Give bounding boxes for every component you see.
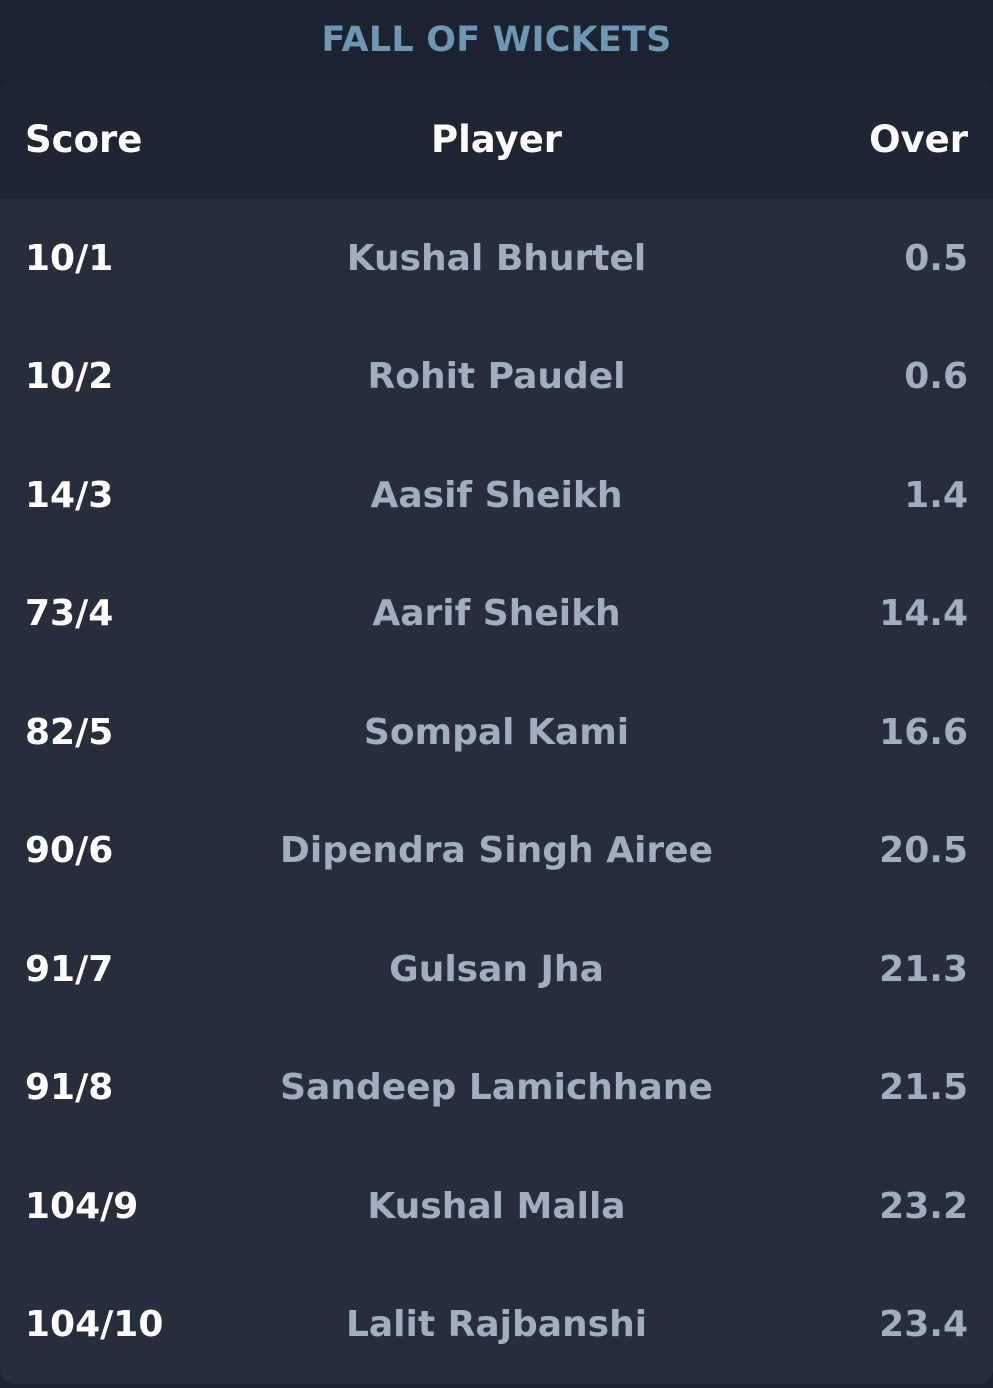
player-cell: Kushal Bhurtel xyxy=(346,237,647,279)
score-cell: 73/4 xyxy=(25,593,114,635)
player-cell: Rohit Paudel xyxy=(367,356,626,398)
table-row: 73/4 Aarif Sheikh 14.4 xyxy=(0,555,993,674)
header-player: Player xyxy=(430,118,563,161)
score-cell: 10/2 xyxy=(25,356,114,398)
score-cell: 104/10 xyxy=(25,1304,164,1346)
fall-of-wickets-table: Score Player Over 10/1 Kushal Bhurtel 0.… xyxy=(0,80,993,1384)
header-over: Over xyxy=(869,118,968,161)
player-cell: Aarif Sheikh xyxy=(372,593,621,635)
table-row: 10/2 Rohit Paudel 0.6 xyxy=(0,318,993,437)
score-cell: 82/5 xyxy=(25,711,114,753)
table-row: 90/6 Dipendra Singh Airee 20.5 xyxy=(0,792,993,911)
table-row: 91/8 Sandeep Lamichhane 21.5 xyxy=(0,1029,993,1148)
over-cell: 20.5 xyxy=(879,830,968,872)
player-cell: Sandeep Lamichhane xyxy=(280,1067,713,1109)
fall-of-wickets-title: FALL OF WICKETS xyxy=(321,20,672,60)
score-cell: 90/6 xyxy=(25,830,114,872)
score-cell: 14/3 xyxy=(25,474,114,516)
table-row: 91/7 Gulsan Jha 21.3 xyxy=(0,910,993,1029)
over-cell: 16.6 xyxy=(879,711,968,753)
table-row: 10/1 Kushal Bhurtel 0.5 xyxy=(0,199,993,318)
player-cell: Gulsan Jha xyxy=(389,948,604,990)
player-cell: Lalit Rajbanshi xyxy=(345,1304,648,1346)
player-cell: Sompal Kami xyxy=(363,711,630,753)
table-row: 104/10 Lalit Rajbanshi 23.4 xyxy=(0,1266,993,1385)
over-cell: 23.2 xyxy=(879,1185,968,1227)
player-cell: Aasif Sheikh xyxy=(370,474,623,516)
table-row: 104/9 Kushal Malla 23.2 xyxy=(0,1147,993,1266)
score-cell: 104/9 xyxy=(25,1185,139,1227)
over-cell: 0.6 xyxy=(904,356,968,398)
score-cell: 91/8 xyxy=(25,1067,114,1109)
table-row: 82/5 Sompal Kami 16.6 xyxy=(0,673,993,792)
header-score: Score xyxy=(25,118,143,161)
over-cell: 1.4 xyxy=(904,474,968,516)
over-cell: 0.5 xyxy=(904,237,968,279)
over-cell: 21.3 xyxy=(879,948,968,990)
over-cell: 14.4 xyxy=(879,593,968,635)
over-cell: 21.5 xyxy=(879,1067,968,1109)
player-cell: Dipendra Singh Airee xyxy=(279,830,713,872)
table-header-row: Score Player Over xyxy=(0,80,993,199)
player-cell: Kushal Malla xyxy=(367,1185,626,1227)
score-cell: 91/7 xyxy=(25,948,114,990)
over-cell: 23.4 xyxy=(879,1304,968,1346)
score-cell: 10/1 xyxy=(25,237,114,279)
table-row: 14/3 Aasif Sheikh 1.4 xyxy=(0,436,993,555)
